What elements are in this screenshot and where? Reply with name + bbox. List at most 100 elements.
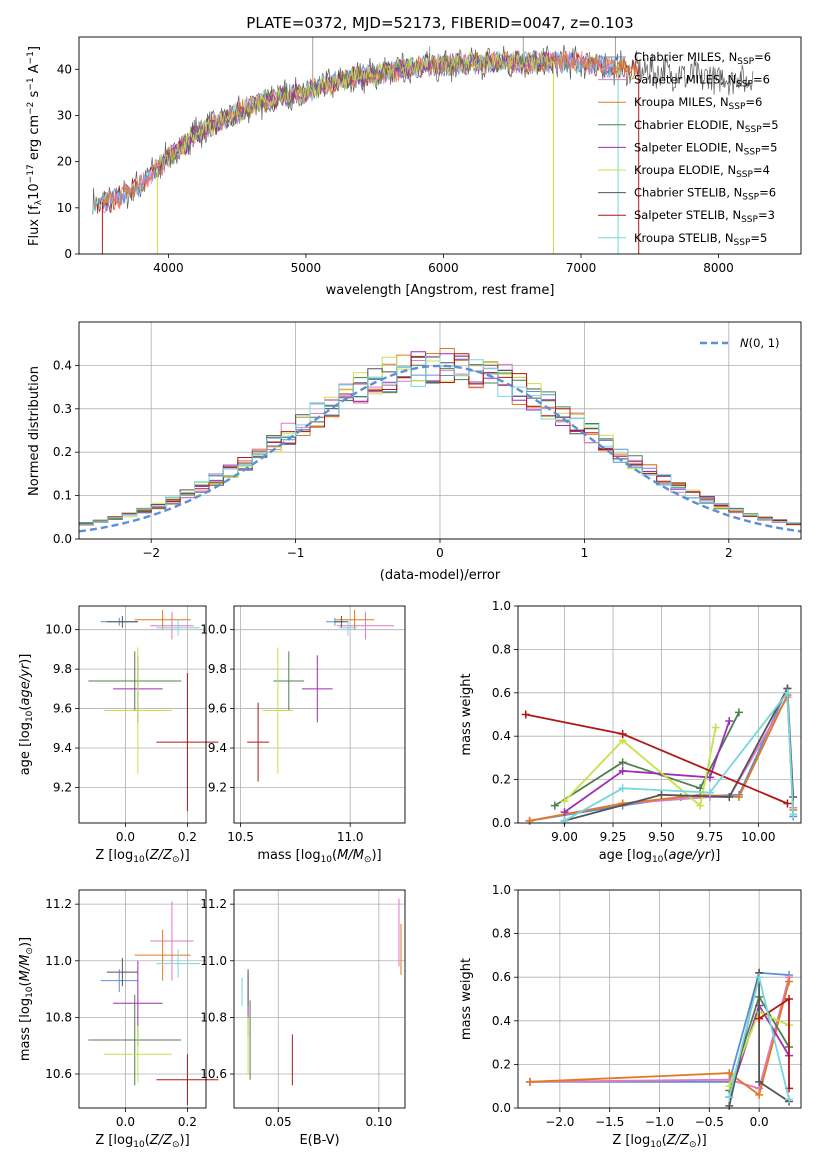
legend-label: Salpeter MILES, NSSP=6 bbox=[634, 73, 770, 90]
axes-frame bbox=[78, 889, 207, 1109]
y-tick-label: 0.2 bbox=[492, 773, 511, 787]
mass-vs-ebv-panel: 0.05 0.10 10.6 10.8 11.0 11.2 E(B-V) bbox=[200, 889, 406, 1148]
x-axis-label: (data-model)/error bbox=[380, 568, 501, 583]
y-tick-label: 9.8 bbox=[208, 662, 227, 676]
x-tick-label: −1 bbox=[287, 546, 305, 560]
y-tick-label: 11.2 bbox=[45, 897, 72, 911]
y-tick-label: 0.4 bbox=[492, 1014, 511, 1028]
y-axis-label: Normed distribution bbox=[27, 366, 42, 496]
y-tick-label: 0.6 bbox=[492, 686, 511, 700]
y-tick-label: 9.2 bbox=[208, 780, 227, 794]
y-axis-label: mass [log10(M/M⊙)] bbox=[18, 937, 35, 1061]
x-tick-label: 11.0 bbox=[337, 830, 364, 844]
x-axis-label: Z [log10(Z/Z⊙)] bbox=[95, 1133, 189, 1150]
normal-curve bbox=[78, 364, 802, 533]
weight-marker bbox=[696, 801, 705, 810]
legend-label: Chabrier ELODIE, NSSP=5 bbox=[634, 118, 779, 135]
weight-marker bbox=[618, 799, 627, 808]
spectrum-line bbox=[157, 50, 554, 175]
weight-marker bbox=[725, 1069, 734, 1078]
x-tick-label: 0.0 bbox=[750, 1115, 769, 1129]
plot-area bbox=[525, 968, 794, 1110]
weight-marker bbox=[734, 708, 743, 717]
x-tick-label: 0.0 bbox=[116, 1115, 135, 1129]
weight-line bbox=[563, 720, 731, 813]
y-tick-label: 11.2 bbox=[200, 897, 227, 911]
plot-area bbox=[88, 609, 219, 812]
x-tick-label: 2 bbox=[725, 546, 733, 560]
weight-marker bbox=[755, 973, 764, 982]
weight-marker bbox=[783, 799, 792, 808]
plot-area bbox=[241, 898, 402, 1086]
spectrum-panel: 4000 5000 6000 7000 8000 0 10 20 30 40 wavelength … bbox=[26, 36, 802, 298]
x-tick-label: 7000 bbox=[566, 261, 597, 275]
weight-marker bbox=[550, 801, 559, 810]
y-tick-label: 40 bbox=[57, 62, 72, 76]
y-tick-label: 9.2 bbox=[53, 780, 72, 794]
y-tick-label: 0.2 bbox=[492, 1057, 511, 1071]
residual-panel: −2 −1 0 1 2 0.0 0.1 0.2 0.3 0.4 (data-model)/error… bbox=[27, 321, 802, 583]
legend: N(0, 1) bbox=[700, 336, 780, 350]
y-tick-label: 9.6 bbox=[53, 702, 72, 716]
y-tick-label: 10.0 bbox=[200, 623, 227, 637]
weight-marker bbox=[725, 717, 734, 726]
y-tick-label: 0.3 bbox=[53, 402, 72, 416]
x-tick-label: −1.5 bbox=[595, 1115, 624, 1129]
spectrum-line bbox=[157, 50, 554, 176]
y-tick-label: 10.8 bbox=[200, 1010, 227, 1024]
x-tick-label: 8000 bbox=[703, 261, 734, 275]
y-tick-label: 10.6 bbox=[200, 1067, 227, 1081]
y-tick-label: 0.0 bbox=[53, 532, 72, 546]
x-tick-label: 10.5 bbox=[227, 830, 254, 844]
weight-marker bbox=[618, 758, 627, 767]
y-axis-label: age [log10(age/yr)] bbox=[18, 654, 35, 776]
x-tick-label: 1 bbox=[581, 546, 589, 560]
y-tick-label: 9.6 bbox=[208, 702, 227, 716]
x-tick-label: 0.2 bbox=[178, 830, 197, 844]
x-tick-label: 0.05 bbox=[265, 1115, 292, 1129]
plot-area bbox=[88, 901, 219, 1106]
weight-line bbox=[530, 971, 790, 1083]
figure-title: PLATE=0372, MJD=52173, FIBERID=0047, z=0… bbox=[246, 14, 633, 32]
y-tick-label: 1.0 bbox=[492, 599, 511, 613]
weight-marker bbox=[711, 723, 720, 732]
y-tick-label: 11.0 bbox=[45, 954, 72, 968]
y-tick-label: 11.0 bbox=[200, 954, 227, 968]
x-axis-label: E(B-V) bbox=[299, 1133, 339, 1148]
plot-area bbox=[521, 684, 798, 825]
legend: Chabrier MILES, NSSP=6 Salpeter MILES, NS… bbox=[598, 50, 779, 248]
weight-marker bbox=[618, 730, 627, 739]
y-tick-label: 0.8 bbox=[492, 642, 511, 656]
x-tick-label: 0.0 bbox=[116, 830, 135, 844]
x-axis-label: Z [log10(Z/Z⊙)] bbox=[612, 1133, 706, 1150]
legend-label: Kroupa ELODIE, NSSP=4 bbox=[634, 163, 770, 180]
y-tick-label: 0.0 bbox=[492, 816, 511, 830]
plot-area bbox=[78, 348, 802, 533]
x-tick-label: 9.50 bbox=[648, 830, 675, 844]
y-tick-label: 10 bbox=[57, 201, 72, 215]
weight-marker bbox=[560, 808, 569, 817]
legend-label: Kroupa STELIB, NSSP=5 bbox=[634, 231, 767, 248]
y-axis-label: mass weight bbox=[459, 673, 474, 755]
weight-marker bbox=[618, 784, 627, 793]
weight-marker bbox=[725, 1101, 734, 1110]
y-tick-label: 9.4 bbox=[208, 741, 227, 755]
legend-label: N(0, 1) bbox=[740, 336, 780, 350]
x-tick-label: 4000 bbox=[153, 261, 184, 275]
weight-line bbox=[563, 727, 717, 808]
spectrum-line bbox=[157, 50, 554, 176]
x-tick-label: −2.0 bbox=[545, 1115, 574, 1129]
y-tick-label: 0.4 bbox=[492, 729, 511, 743]
weight-marker bbox=[785, 1095, 794, 1104]
legend-label: Salpeter ELODIE, NSSP=5 bbox=[634, 140, 777, 157]
weight-marker bbox=[560, 797, 569, 806]
axes-frame bbox=[517, 605, 802, 824]
weight-marker bbox=[705, 773, 714, 782]
legend-label: Chabrier MILES, NSSP=6 bbox=[634, 50, 771, 67]
axes-frame bbox=[78, 605, 207, 824]
weight-marker bbox=[618, 766, 627, 775]
axes-frame bbox=[233, 889, 406, 1109]
y-axis-label: Flux [fλ10−17 erg cm−2 s−1 A−1] bbox=[26, 46, 44, 246]
axes-frame bbox=[233, 605, 406, 824]
